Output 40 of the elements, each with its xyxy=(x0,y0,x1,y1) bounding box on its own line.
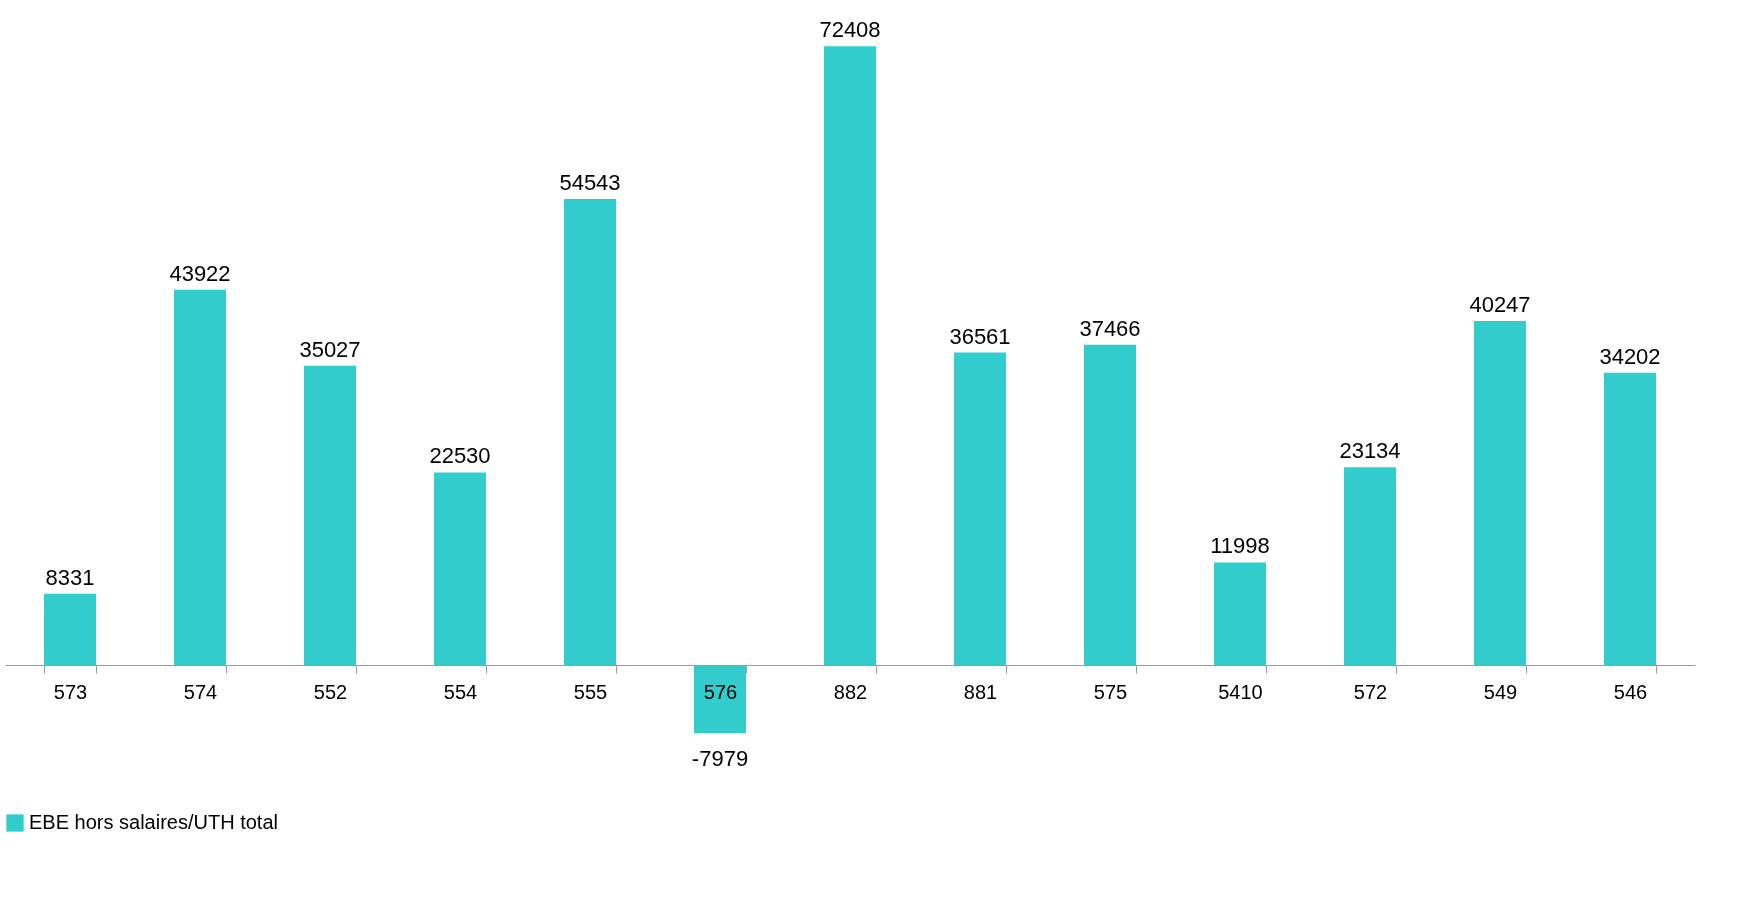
bar xyxy=(824,46,876,665)
data-label: 54543 xyxy=(559,169,621,195)
x-tick-label: 574 xyxy=(183,681,218,704)
x-tick-label: 5410 xyxy=(1218,681,1263,704)
bar xyxy=(694,664,746,734)
bar xyxy=(954,352,1006,665)
x-tick-label: 573 xyxy=(53,681,88,704)
data-label: 23134 xyxy=(1339,438,1401,464)
x-tick-label: 549 xyxy=(1483,681,1518,704)
bar xyxy=(174,289,226,665)
data-label: 35027 xyxy=(299,336,361,362)
x-tick-label: 882 xyxy=(833,681,868,704)
bar xyxy=(1084,344,1136,665)
x-tick-label: 552 xyxy=(313,681,348,704)
data-label: 36561 xyxy=(949,323,1011,349)
bar xyxy=(1474,321,1526,665)
x-tick-label: 572 xyxy=(1353,681,1388,704)
bar xyxy=(1214,562,1266,665)
x-tick-label: 576 xyxy=(703,681,738,704)
data-label: 72408 xyxy=(819,17,881,43)
bar xyxy=(304,365,356,665)
bar xyxy=(1344,467,1396,665)
x-tick-label: 555 xyxy=(573,681,608,704)
x-tick-label: 881 xyxy=(963,681,998,704)
data-label: 22530 xyxy=(429,443,491,469)
x-tick-label: 554 xyxy=(443,681,478,704)
data-label: 11998 xyxy=(1210,533,1270,559)
data-label: 43922 xyxy=(169,260,231,286)
data-label: -7979 xyxy=(691,746,749,772)
bar xyxy=(44,593,96,665)
bar xyxy=(434,472,486,665)
data-label: 40247 xyxy=(1469,292,1531,318)
data-label: 34202 xyxy=(1599,343,1661,369)
x-tick-label: 546 xyxy=(1613,681,1648,704)
x-tick-label: 575 xyxy=(1093,681,1128,704)
bar xyxy=(1604,372,1656,665)
data-label: 8331 xyxy=(45,564,95,590)
data-label: 37466 xyxy=(1079,315,1141,341)
bar xyxy=(564,198,616,665)
legend-label: EBE hors salaires/UTH total xyxy=(29,811,278,833)
